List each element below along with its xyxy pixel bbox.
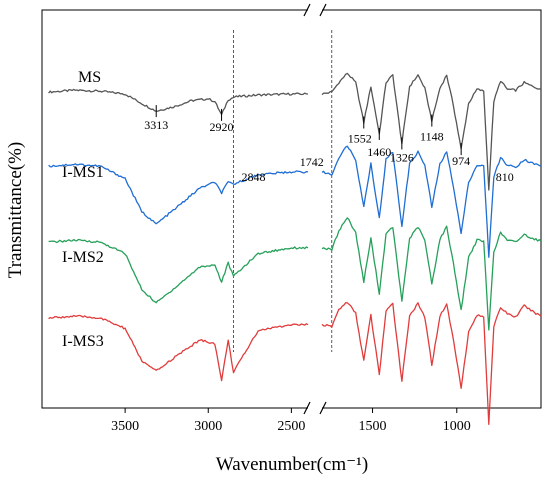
x-axis-title: Wavenumber(cm⁻¹) xyxy=(216,454,368,475)
series-line xyxy=(48,314,309,382)
series-line xyxy=(321,302,542,426)
reference-lines xyxy=(233,30,333,352)
x-tick-label: 3500 xyxy=(111,419,139,434)
reference-label: 1742 xyxy=(300,155,324,169)
x-tick-label: 2500 xyxy=(277,419,305,434)
frame-right xyxy=(322,9,542,409)
peak-label: 3313 xyxy=(144,118,168,132)
peak-label: 810 xyxy=(496,170,514,184)
peak-label: 1326 xyxy=(390,150,414,164)
peak-label: 1460 xyxy=(367,145,391,159)
x-tick-label: 1500 xyxy=(359,419,387,434)
series-line xyxy=(321,145,542,258)
frame-left xyxy=(41,9,308,409)
axis-break-mark xyxy=(303,401,311,415)
peak-label: 974 xyxy=(452,154,470,168)
x-tick-label: 3000 xyxy=(194,419,222,434)
x-axis: 3500 3000 2500 1500 1000 xyxy=(111,408,471,434)
axis-break-mark xyxy=(319,3,327,17)
axis-break-mark xyxy=(319,401,327,415)
y-axis-title: Transmittance(%) xyxy=(5,142,26,279)
series-label: I-MS3 xyxy=(62,333,104,350)
peak-label: 1148 xyxy=(420,130,444,144)
axis-break-mark xyxy=(303,3,311,17)
series-label: I-MS1 xyxy=(62,164,104,181)
plot-frame xyxy=(41,3,542,415)
peak-label: 1552 xyxy=(348,132,372,146)
series-line xyxy=(48,238,309,304)
series-line xyxy=(48,88,309,116)
series-line xyxy=(321,217,542,331)
series-lines xyxy=(48,72,542,426)
series-label: MS xyxy=(78,69,101,86)
x-tick-label: 1000 xyxy=(443,419,471,434)
series-line xyxy=(48,163,309,225)
reference-label: 2848 xyxy=(242,170,266,184)
series-label: I-MS2 xyxy=(62,249,104,266)
peak-label: 2920 xyxy=(210,120,234,134)
